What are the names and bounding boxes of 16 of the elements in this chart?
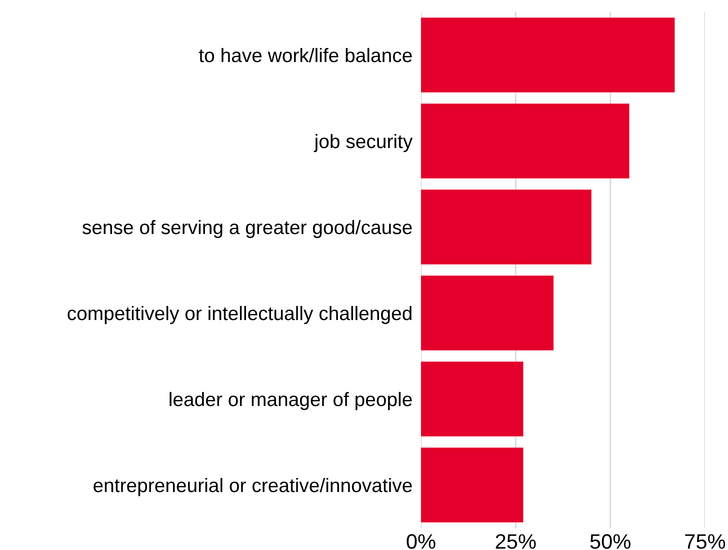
y-tick-label: leader or manager of people — [170, 392, 412, 410]
y-tick-label: job security — [314, 134, 413, 152]
bar — [421, 190, 592, 264]
y-tick-label: to have work/life balance — [198, 48, 412, 62]
bar — [421, 448, 524, 522]
x-tick-label: 25% — [496, 534, 536, 549]
y-tick-label: competitively or intellectually challenged — [68, 306, 412, 324]
x-tick-label: 50% — [590, 534, 630, 549]
bar — [421, 276, 554, 350]
bar — [421, 362, 524, 436]
x-tick-label: 0% — [406, 534, 436, 549]
y-tick-label: entrepreneurial or creative/innovative — [94, 478, 412, 496]
bar — [421, 18, 675, 92]
bar — [421, 104, 630, 178]
x-tick-label: 75% — [685, 534, 726, 549]
y-tick-label: sense of serving a greater good/cause — [82, 220, 412, 238]
